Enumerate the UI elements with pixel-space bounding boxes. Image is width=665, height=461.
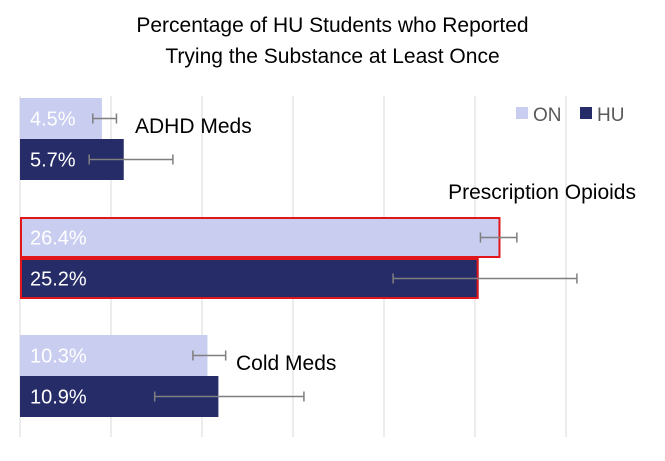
data-label-on-0: 4.5%: [30, 109, 76, 131]
data-label-hu-1: 25.2%: [30, 269, 87, 291]
data-label-hu-2: 10.9%: [30, 387, 87, 409]
error-bar-hu-0: [88, 154, 174, 165]
error-bar-on-2: [192, 350, 227, 361]
bar-on-0: [20, 98, 102, 139]
legend-label-on: ON: [533, 105, 562, 126]
error-bar-on-1: [479, 232, 518, 243]
bar-on-2: [20, 335, 208, 376]
category-label-0: ADHD Meds: [135, 115, 252, 138]
data-label-hu-0: 5.7%: [30, 150, 76, 172]
error-bar-hu-2: [153, 391, 305, 402]
bar-on-1: [20, 217, 501, 258]
category-label-2: Cold Meds: [236, 352, 336, 375]
data-label-on-2: 10.3%: [30, 346, 87, 368]
error-bar-on-0: [92, 113, 118, 124]
category-label-1: Prescription Opioids: [448, 181, 636, 204]
legend-swatch-hu: [580, 107, 592, 119]
legend-label-hu: HU: [597, 105, 624, 126]
chart-title-line-1: Percentage of HU Students who Reported: [136, 14, 529, 37]
data-label-on-1: 26.4%: [30, 228, 87, 250]
error-bar-hu-1: [392, 273, 578, 284]
chart-title-line-2: Trying the Substance at Least Once: [165, 45, 500, 68]
chart-title: Percentage of HU Students who Reported T…: [0, 10, 665, 72]
legend-swatch-on: [516, 107, 528, 119]
